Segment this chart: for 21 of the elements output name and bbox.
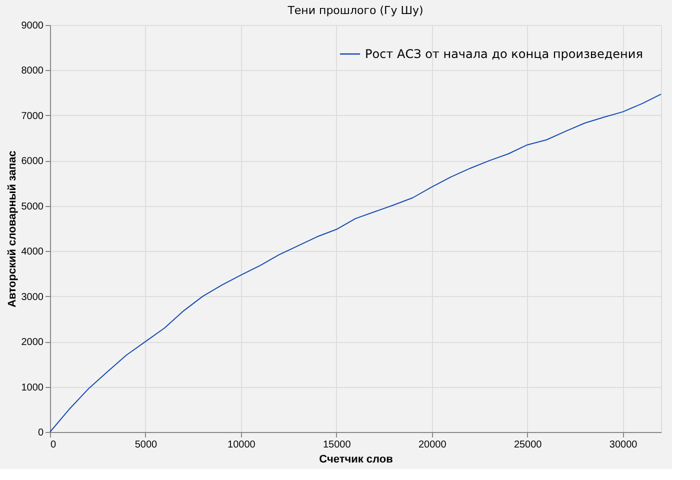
y-tick-label: 2000 <box>21 337 44 348</box>
y-axis-title: Авторский словарный запас <box>6 150 18 308</box>
x-tick-label: 5000 <box>134 440 158 450</box>
y-tick-label: 5000 <box>21 201 44 212</box>
x-tick-label: 20000 <box>418 440 447 450</box>
chart-title: Тени прошлого (Гу Шу) <box>286 4 424 17</box>
x-tick-label: 10000 <box>228 440 256 450</box>
y-tick-label: 8000 <box>21 66 44 77</box>
y-tick-label: 9000 <box>21 20 44 32</box>
y-tick-label: 6000 <box>21 156 44 168</box>
x-tick-label: 30000 <box>609 440 638 450</box>
y-tick-label: 0 <box>38 428 44 438</box>
x-tick-label: 15000 <box>323 440 352 450</box>
y-tick-label: 1000 <box>21 382 44 394</box>
y-tick-label: 3000 <box>21 292 44 303</box>
x-tick-label: 0 <box>50 440 56 450</box>
legend-label: Рост АСЗ от начала до конца произведения <box>365 47 643 61</box>
x-tick-label: 25000 <box>514 440 542 450</box>
y-tick-label: 4000 <box>21 246 44 258</box>
x-axis-title: Счетчик слов <box>319 454 394 466</box>
y-tick-label: 7000 <box>21 110 44 122</box>
